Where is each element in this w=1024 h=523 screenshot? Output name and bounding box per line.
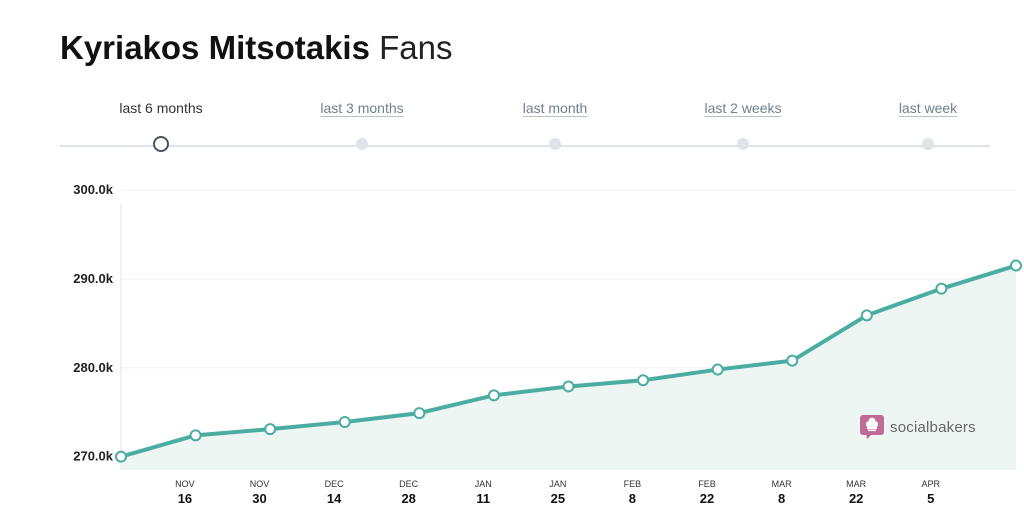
x-tick-day: 22 — [700, 491, 714, 506]
x-tick-day: 8 — [629, 491, 636, 506]
data-point — [860, 309, 873, 322]
data-point — [413, 407, 426, 420]
time-range-track — [60, 145, 990, 147]
y-tick-label: 290.0k — [73, 271, 114, 286]
data-point — [562, 380, 575, 393]
range-tab-last-6-months[interactable]: last 6 months — [81, 100, 241, 152]
range-tab-dot[interactable] — [922, 138, 934, 150]
data-point — [935, 282, 948, 295]
x-tick-day: 8 — [778, 491, 785, 506]
x-tick-day: 30 — [252, 491, 266, 506]
data-point — [264, 423, 277, 436]
page-title-name: Kyriakos Mitsotakis — [60, 29, 370, 66]
x-tick-day: 11 — [476, 491, 490, 506]
x-tick-month: MAR — [846, 479, 867, 489]
range-tab-label: last 3 months — [320, 100, 404, 116]
x-tick-day: 5 — [927, 491, 934, 506]
x-tick-day: 16 — [178, 491, 192, 506]
y-tick-label: 270.0k — [73, 449, 114, 464]
range-tab-last-2-weeks[interactable]: last 2 weeks — [663, 100, 823, 150]
data-point — [189, 429, 202, 442]
page-title-suffix: Fans — [379, 29, 453, 66]
range-tab-label: last month — [522, 100, 588, 116]
series-area — [121, 265, 1016, 470]
page-title: Kyriakos Mitsotakis Fans — [60, 28, 453, 68]
x-tick-day: 25 — [551, 491, 565, 506]
data-point — [338, 416, 351, 428]
x-tick-day: 22 — [849, 491, 863, 506]
x-tick-month: DEC — [325, 479, 345, 489]
x-tick-month: NOV — [175, 479, 195, 489]
time-range-selector: last 6 months last 3 months last month l… — [0, 100, 1024, 160]
range-tab-dot[interactable] — [737, 138, 749, 150]
socialbakers-logo: socialbakers — [860, 414, 976, 440]
range-tab-label: last 6 months — [119, 100, 203, 116]
x-tick-month: JAN — [475, 479, 492, 489]
data-point — [711, 363, 724, 376]
x-tick-day: 28 — [401, 491, 415, 506]
range-tab-last-3-months[interactable]: last 3 months — [282, 100, 442, 150]
range-tab-label: last 2 weeks — [704, 100, 782, 116]
x-tick-month: MAR — [772, 479, 793, 489]
x-tick-month: FEB — [698, 479, 716, 489]
range-tab-last-week[interactable]: last week — [848, 100, 1008, 150]
data-point — [637, 374, 650, 387]
y-tick-label: 280.0k — [73, 360, 114, 375]
range-tab-dot[interactable] — [549, 138, 561, 150]
brand-label: socialbakers — [890, 418, 976, 436]
x-tick-month: APR — [922, 479, 941, 489]
data-point — [115, 450, 127, 463]
range-tab-dot[interactable] — [356, 138, 368, 150]
chef-hat-speech-bubble-icon — [860, 415, 884, 439]
range-tab-dot[interactable] — [153, 136, 169, 152]
data-point — [1010, 259, 1022, 272]
data-point — [786, 354, 799, 367]
x-tick-month: JAN — [549, 479, 566, 489]
range-tab-label: last week — [898, 100, 958, 116]
data-point — [487, 389, 500, 402]
x-tick-month: DEC — [399, 479, 419, 489]
range-tab-last-month[interactable]: last month — [475, 100, 635, 150]
y-tick-label: 300.0k — [73, 182, 114, 197]
x-tick-month: FEB — [624, 479, 642, 489]
x-tick-day: 14 — [327, 491, 342, 506]
x-tick-month: NOV — [250, 479, 270, 489]
